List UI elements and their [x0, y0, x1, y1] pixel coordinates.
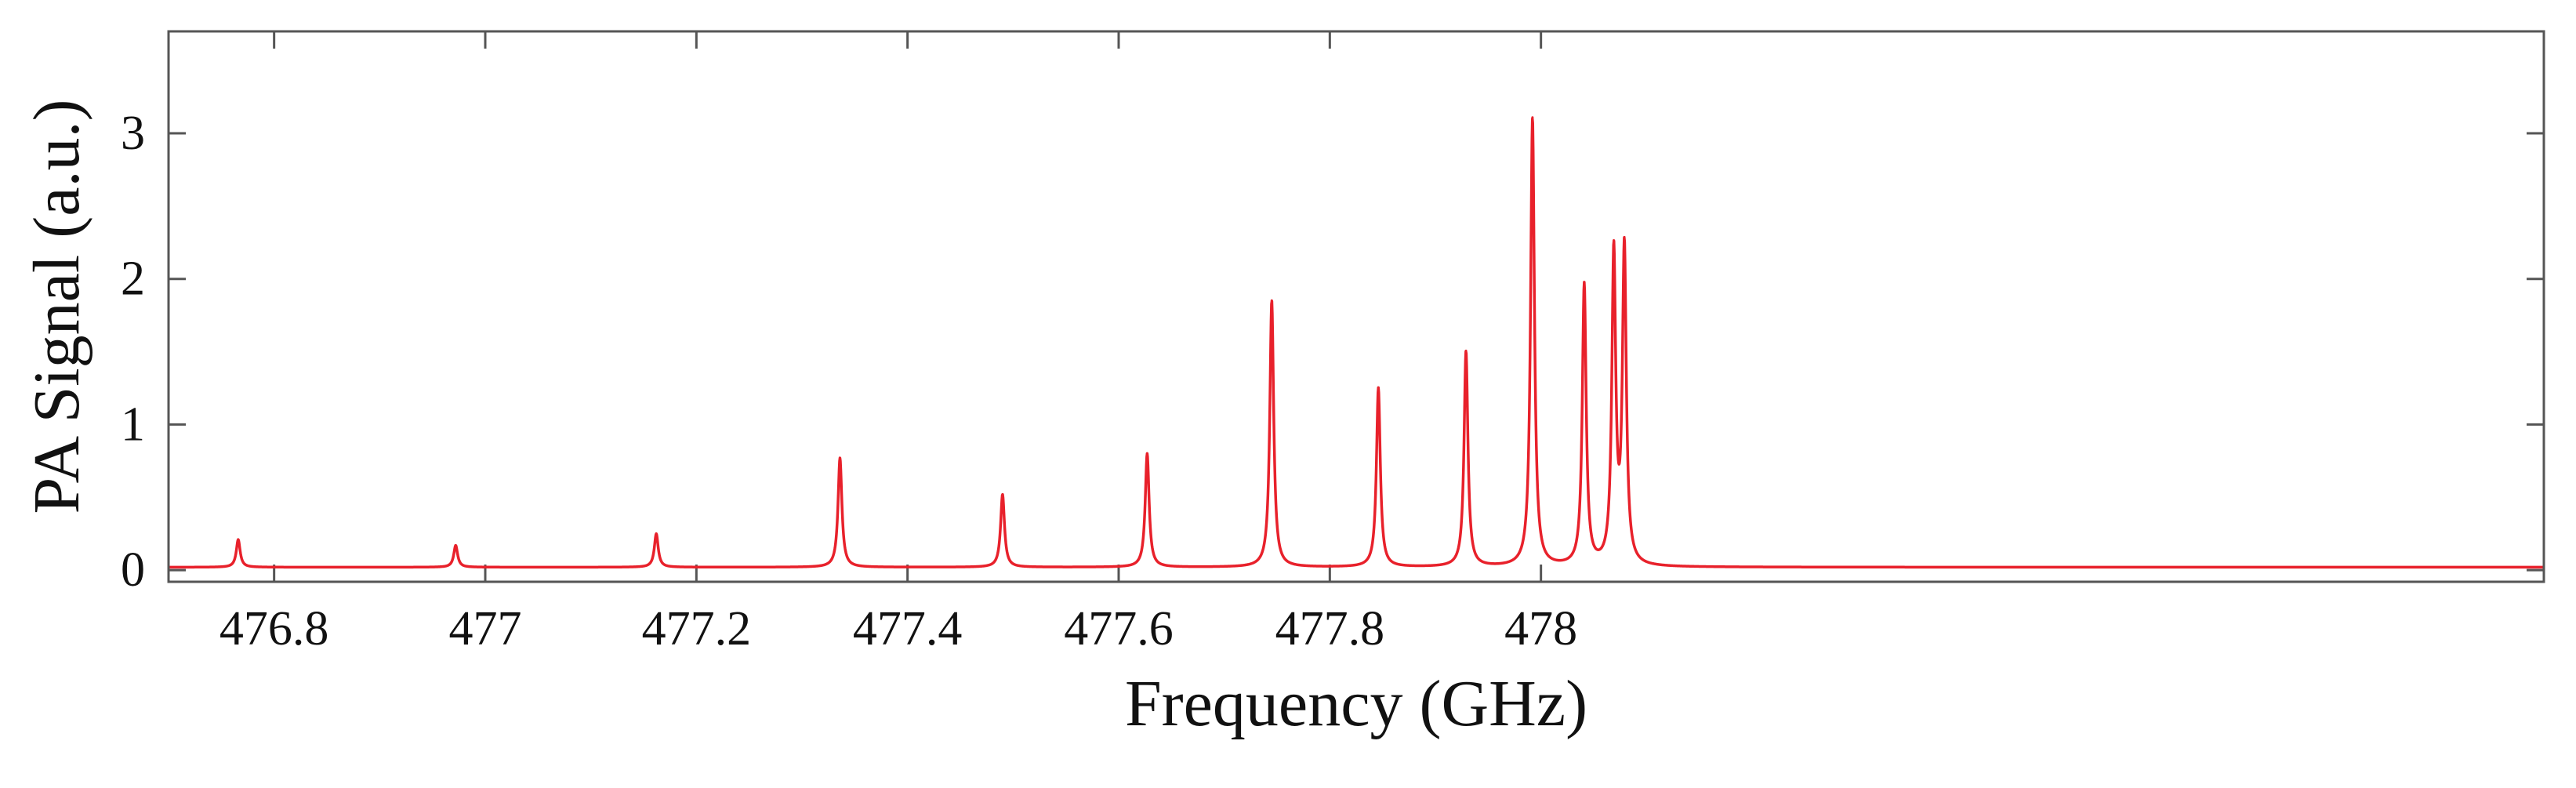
peak-point [454, 544, 457, 547]
peak-point [237, 538, 240, 541]
x-tick-label: 477.2 [642, 602, 752, 655]
y-tick-label: 1 [121, 398, 145, 451]
peak-point [1377, 386, 1380, 389]
peak-point [838, 456, 841, 459]
x-axis-ticks: 476.8 477 477.2 477.4 477.6 477.8 478 [220, 31, 1577, 655]
peak-point [1623, 235, 1626, 238]
peak-point [1145, 452, 1148, 455]
y-tick-label: 3 [121, 107, 145, 160]
x-tick-label: 478 [1504, 602, 1577, 655]
y-tick-label: 0 [121, 543, 145, 597]
x-tick-label: 477.4 [853, 602, 963, 655]
peak-point [1583, 281, 1586, 284]
x-tick-label: 477 [449, 602, 522, 655]
x-tick-label: 476.8 [220, 602, 329, 655]
series-layer [167, 116, 2545, 569]
peak-point [1001, 492, 1004, 496]
peak-point [655, 532, 658, 536]
peak-point [1613, 239, 1616, 242]
peak-point [1270, 299, 1273, 302]
x-tick-label: 477.8 [1275, 602, 1385, 655]
spectrum-line [167, 117, 2545, 569]
y-tick-label: 2 [121, 252, 145, 306]
plot-frame [167, 30, 2545, 583]
y-axis-ticks: 0 1 2 3 [121, 107, 2544, 597]
x-axis-title: Frequency (GHz) [1125, 667, 1587, 740]
peak-point [1531, 116, 1534, 119]
y-axis-title: PA Signal (a.u.) [20, 100, 93, 514]
peak-point [1464, 349, 1468, 352]
x-tick-label: 477.6 [1064, 602, 1174, 655]
